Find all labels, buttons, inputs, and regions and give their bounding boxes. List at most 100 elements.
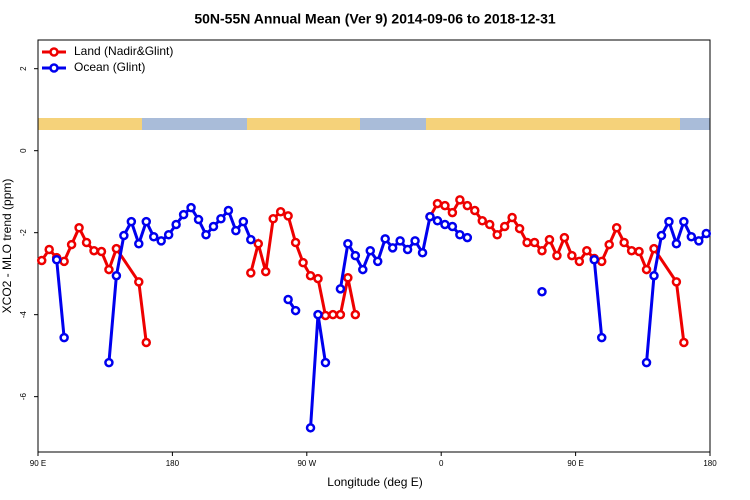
data-point	[455, 229, 465, 240]
data-point	[44, 244, 54, 255]
data-point	[582, 245, 592, 256]
data-point	[477, 216, 488, 226]
legend-label: Land (Nadir&Glint)	[74, 44, 173, 58]
data-point	[507, 212, 517, 223]
data-point	[470, 205, 480, 216]
data-point	[440, 219, 450, 230]
data-point	[380, 234, 390, 244]
surface-strip	[38, 118, 710, 130]
data-point	[417, 248, 428, 258]
data-point	[320, 357, 331, 368]
y-tick-label: -6	[19, 393, 28, 401]
data-point	[626, 245, 637, 256]
chart-title: 50N-55N Annual Mean (Ver 9) 2014-09-06 t…	[194, 11, 556, 27]
data-point	[455, 195, 465, 205]
data-point	[253, 238, 264, 249]
data-point	[432, 216, 443, 226]
data-point	[574, 256, 585, 267]
data-point	[537, 245, 547, 256]
data-point	[462, 232, 473, 243]
data-point	[671, 277, 682, 287]
data-point	[596, 332, 607, 343]
data-point	[148, 232, 159, 242]
y-tick-label: -2	[19, 229, 28, 237]
x-tick-label: 90 E	[567, 459, 583, 468]
data-point	[537, 286, 547, 297]
data-point	[141, 216, 152, 227]
x-tick-label: 0	[439, 459, 444, 468]
y-axis-label: XCO2 - MLO trend (ppm)	[0, 179, 14, 314]
data-point	[679, 216, 689, 227]
data-point	[51, 254, 62, 265]
data-point	[59, 332, 69, 343]
data-point	[134, 238, 144, 249]
data-point	[305, 270, 316, 281]
data-point	[649, 243, 659, 254]
data-point	[141, 337, 152, 348]
data-point	[290, 305, 301, 316]
data-point	[514, 223, 525, 234]
data-point	[178, 209, 189, 220]
data-point	[96, 246, 107, 257]
legend-label: Ocean (Glint)	[74, 60, 145, 74]
data-point	[671, 238, 682, 249]
data-point	[89, 245, 99, 256]
data-point	[529, 237, 540, 248]
data-point	[567, 250, 577, 261]
y-tick-label: -4	[19, 311, 28, 319]
data-point	[104, 264, 114, 275]
data-point	[619, 237, 629, 248]
data-point	[119, 230, 129, 241]
data-point	[335, 309, 346, 320]
data-point	[111, 243, 122, 254]
data-point	[275, 207, 286, 217]
data-point	[425, 211, 435, 222]
data-point	[447, 207, 458, 218]
data-point	[410, 236, 420, 246]
data-point	[328, 309, 338, 320]
data-point	[268, 213, 278, 224]
data-point	[171, 219, 181, 230]
land-band	[426, 118, 680, 130]
data-point	[36, 255, 47, 266]
data-point	[260, 266, 271, 277]
data-point	[320, 310, 331, 321]
data-point	[432, 198, 443, 209]
data-point	[656, 230, 667, 241]
data-point	[694, 236, 704, 246]
land-band	[247, 118, 360, 130]
data-point	[402, 244, 413, 255]
data-point	[343, 273, 353, 283]
data-point	[447, 221, 458, 232]
data-point	[66, 239, 77, 250]
data-point	[559, 232, 570, 243]
x-axis-label: Longitude (deg E)	[327, 475, 422, 489]
data-point	[283, 294, 293, 305]
x-tick-label: 180	[166, 459, 180, 468]
data-point	[231, 225, 241, 236]
data-point	[126, 216, 137, 227]
data-point	[313, 273, 323, 284]
data-point	[290, 237, 301, 248]
x-tick-label: 90 W	[297, 459, 316, 468]
data-point	[395, 236, 405, 246]
data-point	[350, 250, 361, 261]
data-point	[522, 237, 532, 248]
x-tick-label: 180	[703, 459, 717, 468]
data-point	[305, 423, 316, 433]
y-tick-label: 2	[19, 66, 28, 71]
data-point	[552, 250, 562, 261]
data-point	[246, 234, 256, 245]
data-point	[313, 309, 323, 320]
data-point	[641, 264, 652, 275]
data-point	[81, 237, 92, 248]
data-point	[134, 277, 144, 287]
data-point	[238, 216, 249, 227]
data-point	[664, 216, 674, 227]
data-point	[499, 221, 510, 232]
data-point	[104, 357, 114, 368]
land-band	[38, 118, 142, 130]
data-point	[649, 270, 659, 281]
